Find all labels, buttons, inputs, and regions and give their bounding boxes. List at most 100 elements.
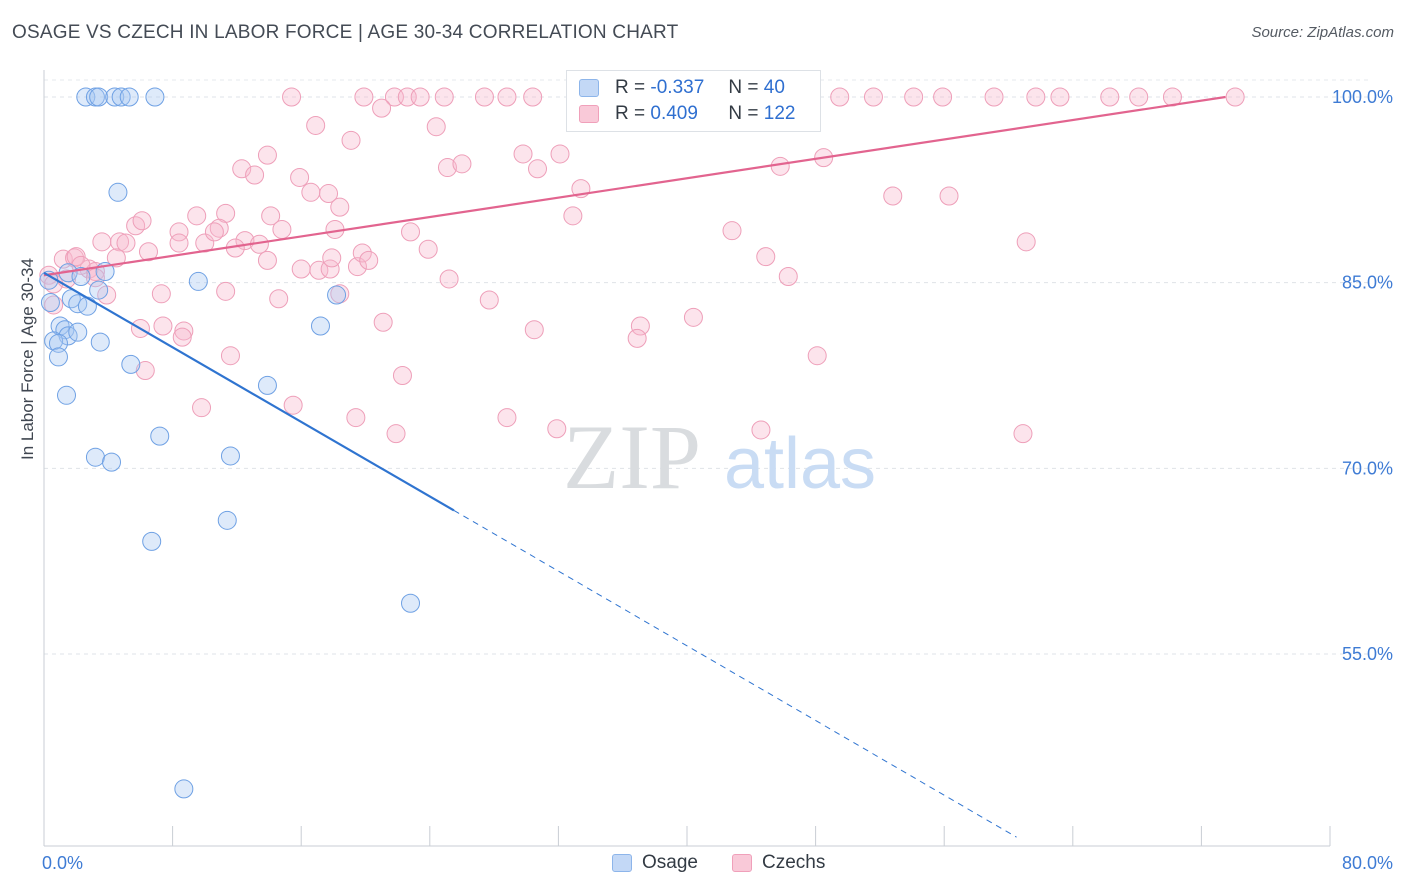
czechs-point: [92, 232, 112, 252]
series-legend-osage: Osage: [612, 852, 698, 874]
trend-lines: [43, 95, 1226, 838]
legend-n-value-osage: 40: [763, 77, 785, 98]
czechs-point: [439, 269, 459, 289]
czechs-point: [261, 206, 281, 226]
czechs-point: [1050, 87, 1070, 107]
czechs-point: [319, 184, 339, 204]
watermark: ZIP atlas: [563, 406, 876, 508]
legend-row-osage: R = -0.337 N = 40: [579, 75, 785, 101]
czechs-point: [106, 248, 126, 268]
osage-point: [220, 446, 240, 466]
czechs-point: [172, 327, 192, 347]
osage-point: [48, 347, 68, 367]
x-tick-label-max: 80.0%: [1342, 853, 1393, 873]
czechs-point: [116, 233, 136, 253]
osage-point: [217, 510, 237, 530]
czechs-point: [169, 233, 189, 253]
czechs-point: [830, 87, 850, 107]
legend-r-value-osage: -0.337: [650, 77, 705, 98]
czechs-point: [110, 232, 130, 252]
czechs-point: [66, 247, 86, 267]
osage-trend-line: [43, 271, 455, 512]
y-tick-label: 55.0%: [1342, 644, 1393, 664]
czechs-point: [187, 206, 207, 226]
source-credit: Source: ZipAtlas.com: [1251, 24, 1394, 41]
osage-point: [310, 316, 330, 336]
czechs-point: [437, 158, 457, 178]
czechs-point: [44, 295, 64, 315]
osage-point: [119, 87, 139, 107]
y-tick-label: 85.0%: [1342, 273, 1393, 293]
czechs-point: [418, 239, 438, 259]
czechs-point: [282, 87, 302, 107]
czechs-point: [151, 284, 171, 304]
czechs-point: [1100, 87, 1120, 107]
czechs-point: [269, 289, 289, 309]
osage-point: [327, 285, 347, 305]
czechs-point: [778, 266, 798, 286]
czechs-point: [169, 222, 189, 242]
czechs-point: [359, 250, 379, 270]
czechs-point: [1013, 424, 1033, 444]
czechs-point: [528, 159, 548, 179]
czechs-point: [939, 186, 959, 206]
czechs-point: [245, 165, 265, 185]
czechs-trend-line: [43, 95, 1226, 277]
correlation-legend: R = -0.337 N = 40 R = 0.409 N = 122: [566, 70, 821, 132]
x-tick-label-min: 0.0%: [42, 853, 83, 873]
czechs-point: [1016, 232, 1036, 252]
chart-title: OSAGE VS CZECH IN LABOR FORCE | AGE 30-3…: [12, 22, 679, 43]
series-legend: Osage Czechs: [612, 852, 859, 874]
czechs-point: [1225, 87, 1245, 107]
czechs-point: [426, 117, 446, 137]
czechs-point: [135, 361, 155, 381]
osage-point: [145, 87, 165, 107]
legend-n-value-czechs: 122: [763, 103, 796, 124]
czechs-point: [434, 87, 454, 107]
czechs-point: [683, 307, 703, 327]
czechs-point: [1026, 87, 1046, 107]
czechs-point: [330, 197, 350, 217]
czechs-point: [192, 398, 212, 418]
czechs-point: [153, 316, 173, 336]
osage-point: [68, 322, 88, 342]
czechs-point: [272, 219, 292, 239]
osage-point: [58, 326, 78, 346]
osage-point: [48, 333, 68, 353]
czechs-point: [627, 328, 647, 348]
osage-point: [111, 87, 131, 107]
czechs-point: [204, 222, 224, 242]
czechs-point: [346, 408, 366, 428]
osage-point: [40, 292, 60, 312]
series-swatch-osage: [612, 854, 632, 872]
czechs-point: [883, 186, 903, 206]
czechs-point: [933, 87, 953, 107]
osage-point: [71, 266, 91, 286]
czechs-point: [290, 167, 310, 187]
czechs-point: [401, 222, 421, 242]
series-label-osage: Osage: [642, 852, 698, 873]
osage-point: [77, 296, 97, 316]
czechs-point: [751, 420, 771, 440]
czechs-point: [410, 87, 430, 107]
y-tick-label: 70.0%: [1342, 458, 1393, 478]
czechs-points: [39, 87, 1245, 444]
czechs-point: [563, 206, 583, 226]
watermark-atlas: atlas: [724, 424, 876, 504]
osage-point: [108, 182, 128, 202]
czechs-point: [807, 346, 827, 366]
y-axis-label: In Labor Force | Age 30-34: [18, 258, 37, 460]
czechs-point: [283, 395, 303, 415]
czechs-point: [523, 87, 543, 107]
series-label-czechs: Czechs: [761, 852, 826, 873]
legend-n-label: N =: [728, 77, 759, 98]
czechs-point: [132, 211, 152, 231]
osage-points: [39, 87, 421, 799]
osage-point: [57, 385, 77, 405]
czechs-point: [341, 130, 361, 150]
czechs-point: [513, 144, 533, 164]
czechs-point: [904, 87, 924, 107]
czechs-point: [474, 87, 494, 107]
czechs-point: [291, 259, 311, 279]
czechs-point: [138, 242, 158, 262]
